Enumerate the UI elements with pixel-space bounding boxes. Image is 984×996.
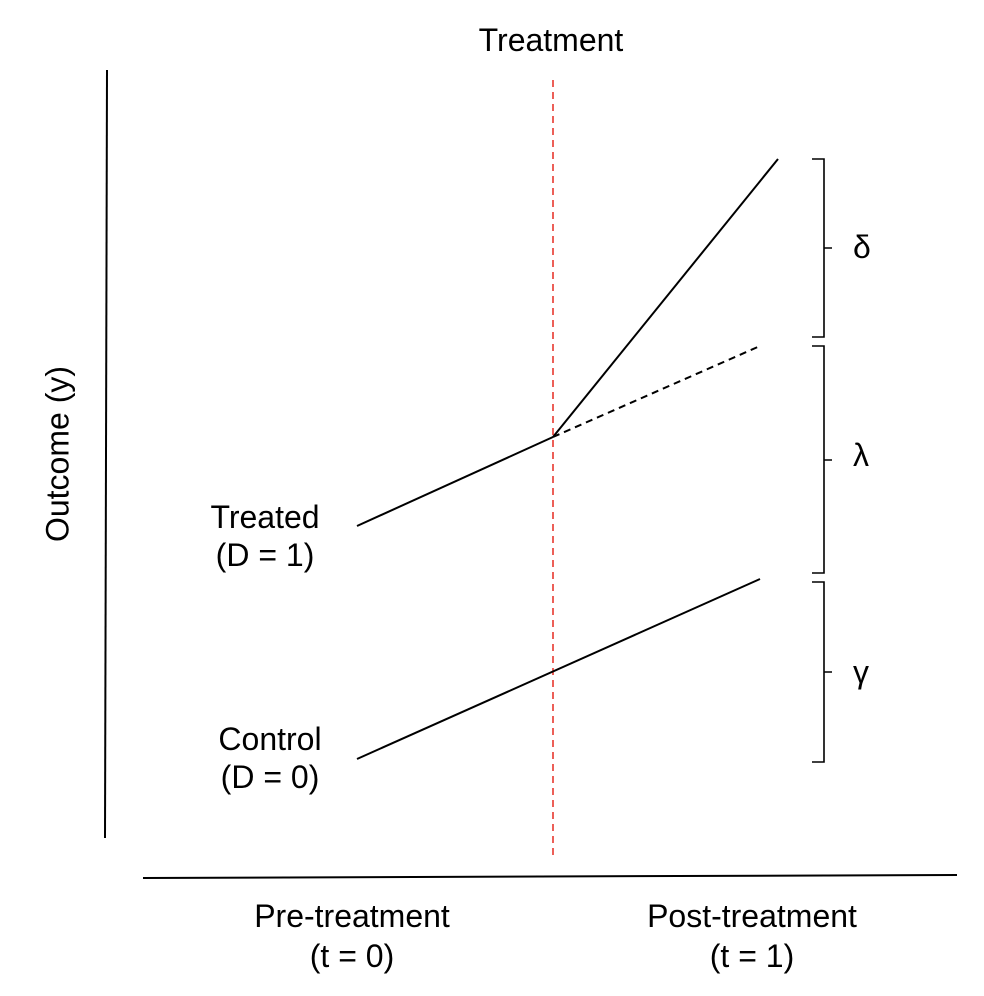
control-line — [356, 578, 761, 760]
treatment-label: Treatment — [479, 22, 624, 58]
y-axis-line — [104, 69, 108, 839]
y-axis-label: Outcome (y) — [39, 366, 75, 542]
treated-pre-line — [356, 436, 554, 527]
post-treatment-time: (t = 1) — [710, 938, 794, 974]
treated-label-line1: Treated — [210, 499, 319, 535]
treated-post-line — [552, 158, 779, 438]
delta-bracket — [812, 158, 832, 338]
control-label-line2: (D = 0) — [221, 759, 320, 795]
delta-label: δ — [853, 229, 871, 265]
control-label-line1: Control — [218, 721, 321, 757]
pre-treatment-label: Pre-treatment — [254, 898, 450, 934]
x-axis-line — [142, 874, 958, 879]
pre-treatment-time: (t = 0) — [310, 938, 394, 974]
gamma-bracket — [812, 581, 832, 763]
counterfactual-line — [552, 345, 761, 438]
gamma-label: γ — [853, 654, 869, 690]
lambda-label: λ — [853, 437, 869, 473]
treated-label-line2: (D = 1) — [216, 537, 315, 573]
post-treatment-label: Post-treatment — [647, 898, 857, 934]
lambda-bracket — [812, 345, 832, 574]
